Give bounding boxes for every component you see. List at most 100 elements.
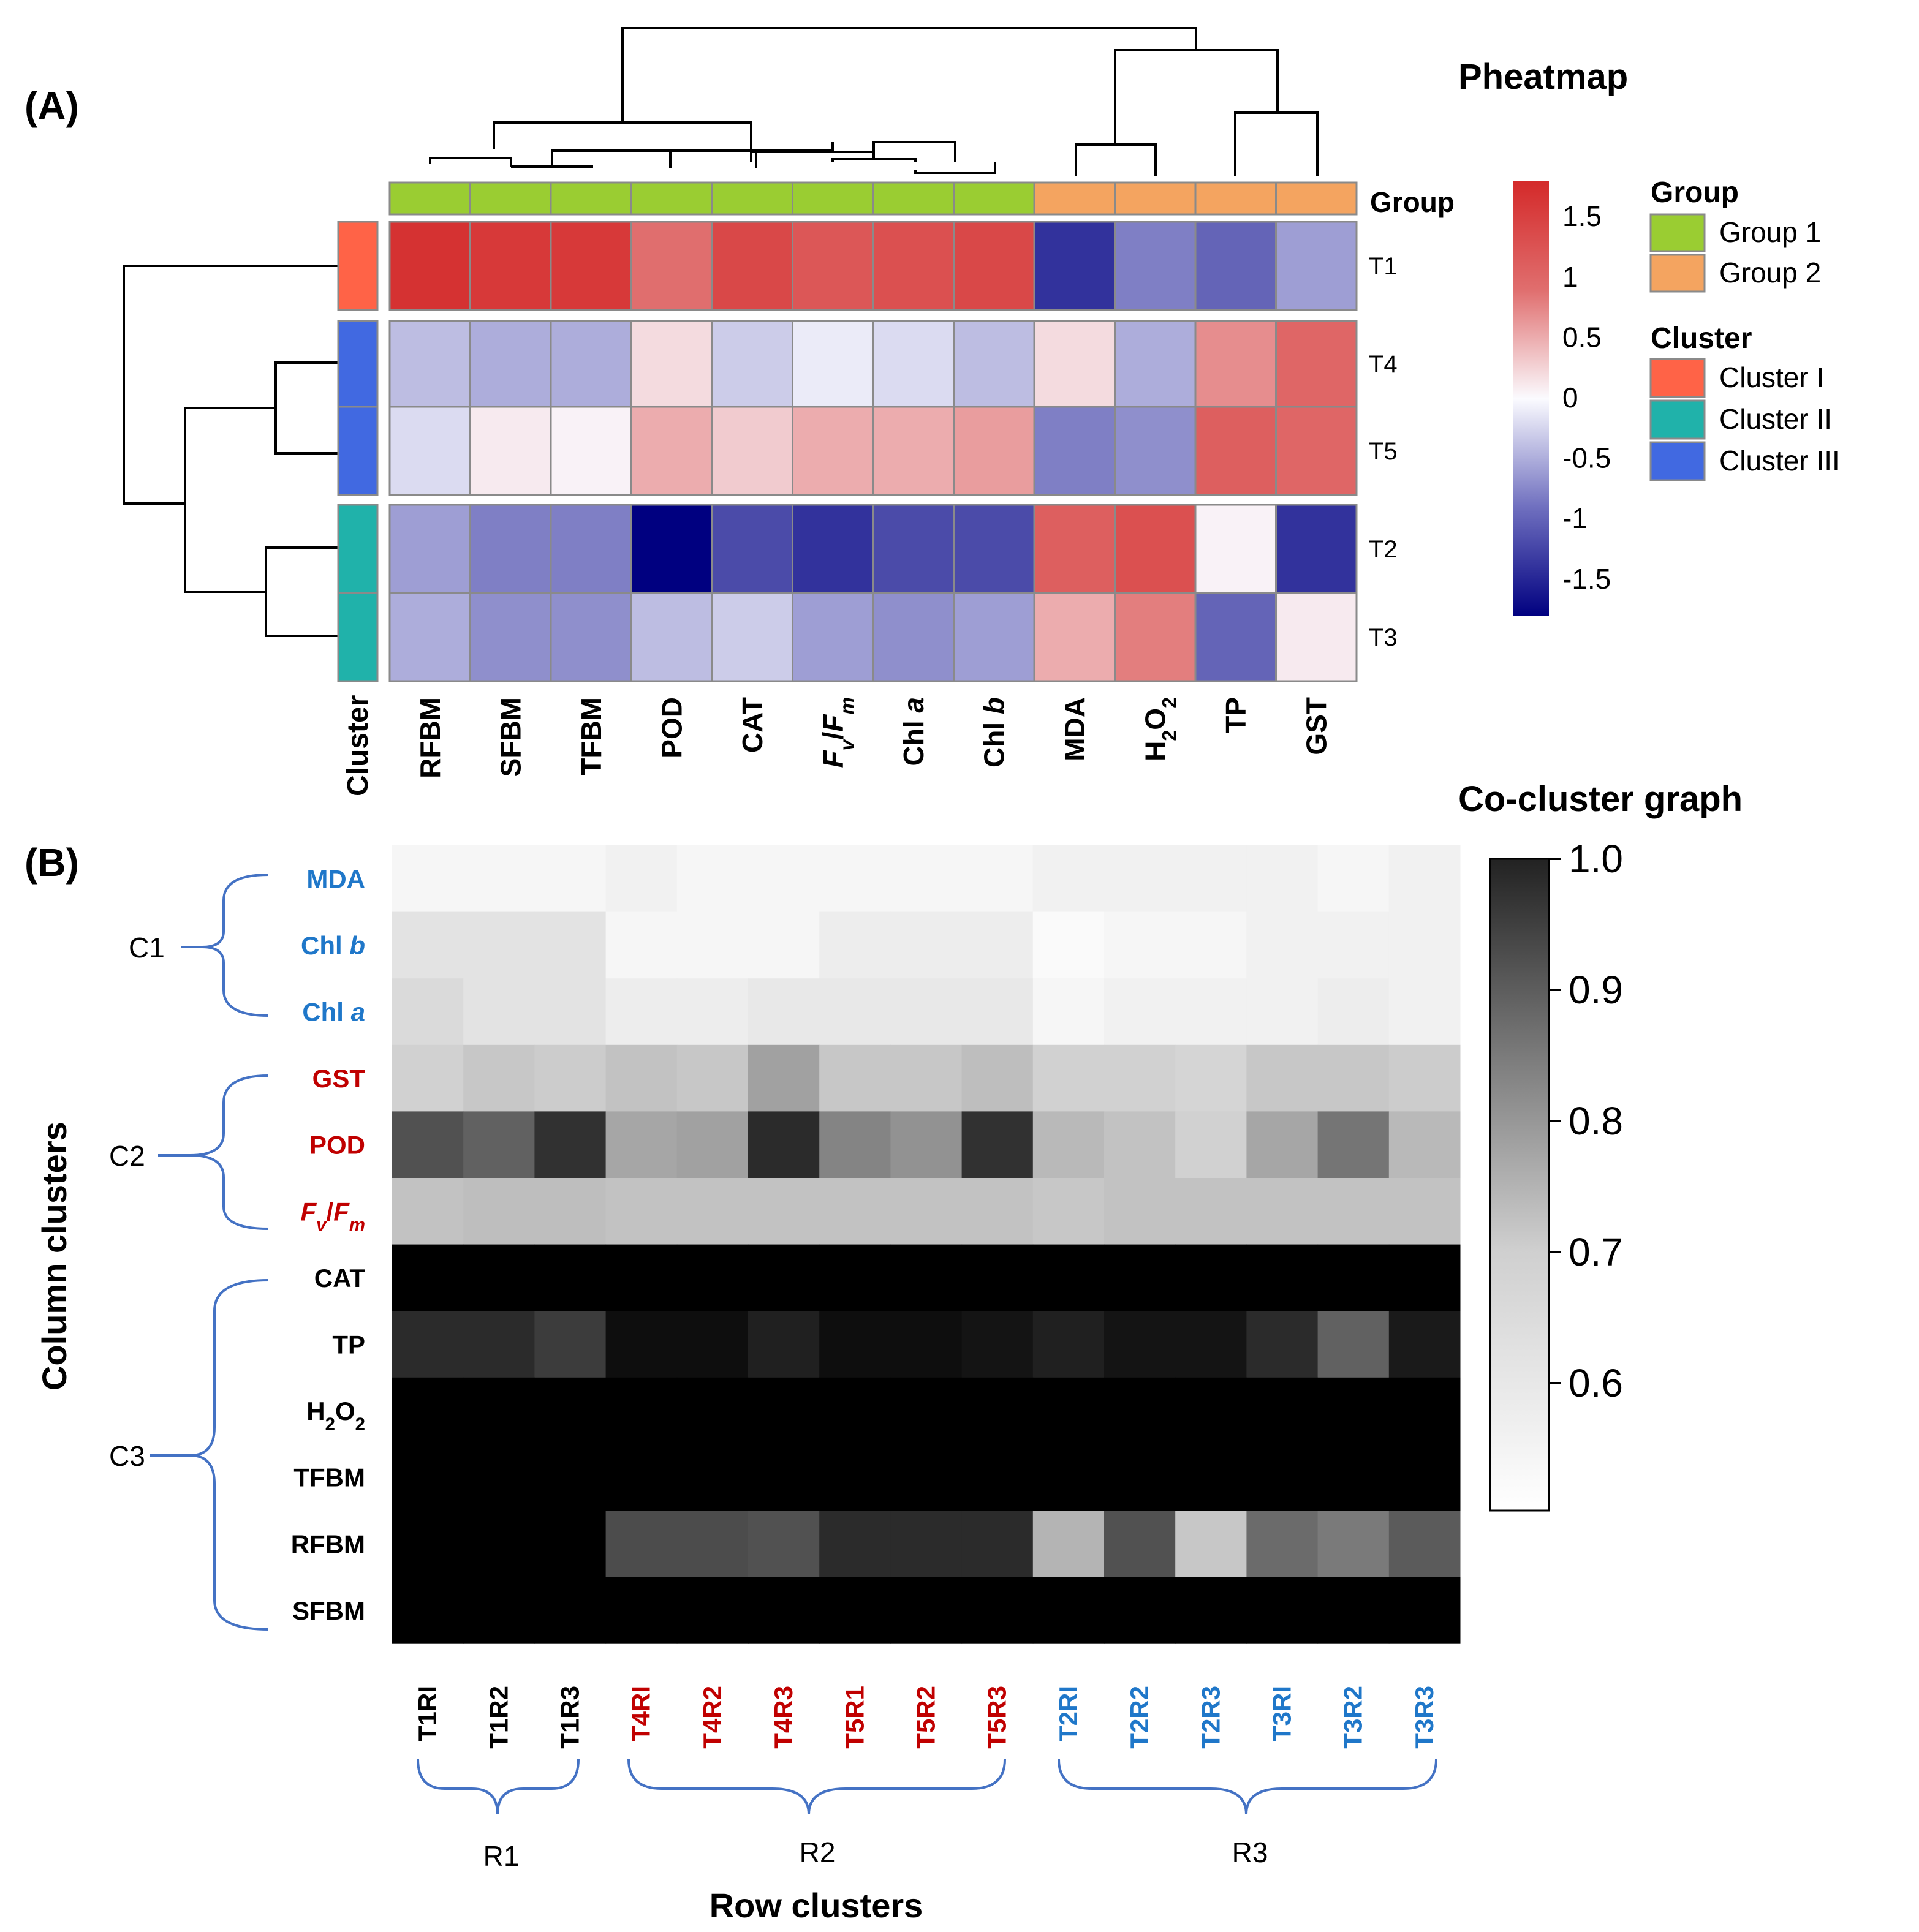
co-cell-sfbm-t2r2	[1104, 1577, 1176, 1644]
co-cell-fv-fm-t5r1	[819, 1178, 891, 1245]
co-row-label-mda: MDA	[306, 864, 365, 893]
colorbar-tick-0: 0	[1562, 382, 1578, 413]
row-clusters-axis-label: Row clusters	[710, 1886, 923, 1925]
co-cell-chl-a-t3ri	[1246, 978, 1319, 1046]
heatmap-cell-t5-sfbm	[469, 406, 552, 496]
co-cell-h2o2-t3r3	[1388, 1377, 1461, 1444]
row-label-t1: T1	[1369, 253, 1398, 280]
group-cell-mda	[1033, 181, 1116, 216]
co-cell-pod-t1ri	[392, 1111, 464, 1179]
legend-swatch-cluster-iii	[1649, 441, 1706, 481]
panel-b-label: (B)	[25, 840, 79, 885]
co-cell-fv-fm-t1ri	[392, 1178, 464, 1245]
co-cell-tfbm-t2ri	[1032, 1444, 1105, 1511]
heatmap-cell-t5-pod	[630, 406, 713, 496]
row-cluster-label-r3: R3	[1232, 1836, 1268, 1868]
co-cell-mda-t1ri	[392, 845, 464, 913]
co-cell-chl-b-t5r3	[961, 911, 1034, 979]
gray-tick-label-0-6: 0.6	[1569, 1361, 1623, 1405]
group-cell-pod	[630, 181, 713, 216]
cluster-cell-t5	[337, 406, 379, 496]
co-cell-chl-a-t4r3	[748, 978, 820, 1046]
co-cell-mda-t3r3	[1388, 845, 1461, 913]
legend-swatch-cluster-ii	[1649, 399, 1706, 440]
colorbar-tick-0-5: 0.5	[1562, 321, 1602, 353]
co-cell-tp-t3r2	[1317, 1311, 1390, 1378]
co-cell-cat-t1ri	[392, 1244, 464, 1311]
co-cell-tfbm-t1ri	[392, 1444, 464, 1511]
co-cell-tfbm-t4ri	[605, 1444, 678, 1511]
co-column-label-t4r3: T4R3	[769, 1686, 798, 1749]
co-cell-cat-t5r2	[890, 1244, 963, 1311]
co-cell-tfbm-t3ri	[1246, 1444, 1319, 1511]
heatmap-cell-t4-tp	[1194, 320, 1277, 408]
co-cell-rfbm-t5r3	[961, 1511, 1034, 1578]
co-cell-cat-t3r3	[1388, 1244, 1461, 1311]
co-row-label-h2o2: H2O2	[306, 1397, 365, 1435]
heatmap-cell-t1-chl-b	[953, 221, 1035, 311]
panel-a-title: Pheatmap	[1458, 57, 1628, 97]
co-cell-chl-b-t1r3	[534, 911, 607, 979]
co-cell-rfbm-t1r2	[463, 1511, 535, 1578]
heatmap-cell-t5-cat	[711, 406, 793, 496]
co-cell-sfbm-t1r3	[534, 1577, 607, 1644]
column-label-cat: CAT	[736, 697, 768, 753]
co-cell-tp-t1ri	[392, 1311, 464, 1378]
co-cell-tfbm-t3r2	[1317, 1444, 1390, 1511]
co-cell-mda-t4r3	[748, 845, 820, 913]
co-cell-tfbm-t5r3	[961, 1444, 1034, 1511]
co-column-label-t3r3: T3R3	[1410, 1686, 1439, 1749]
co-cell-h2o2-t1r3	[534, 1377, 607, 1444]
colorbar-tick-1: -1	[1562, 502, 1588, 534]
co-cell-fv-fm-t5r2	[890, 1178, 963, 1245]
co-column-label-t3r2: T3R2	[1339, 1686, 1368, 1749]
co-cell-mda-t5r1	[819, 845, 891, 913]
heatmap-cell-t3-chl-b	[953, 592, 1035, 682]
co-cell-pod-t2ri	[1032, 1111, 1105, 1179]
co-column-label-t2r2: T2R2	[1125, 1686, 1154, 1749]
co-cell-cat-t5r1	[819, 1244, 891, 1311]
co-cell-cat-t2ri	[1032, 1244, 1105, 1311]
co-cell-pod-t5r2	[890, 1111, 963, 1179]
co-column-label-t1r3: T1R3	[556, 1686, 585, 1749]
row-label-t2: T2	[1369, 536, 1398, 563]
legend-label-group-2: Group 2	[1719, 257, 1821, 289]
panel-a-label: (A)	[25, 84, 79, 128]
heatmap-cell-t1-pod	[630, 221, 713, 311]
grayscale-colorbar-ticks: 1.0 0.9 0.8 0.7 0.6	[1549, 837, 1623, 1405]
co-cell-fv-fm-t3r3	[1388, 1178, 1461, 1245]
co-cell-fv-fm-t4r3	[748, 1178, 820, 1245]
co-cell-sfbm-t3r3	[1388, 1577, 1461, 1644]
co-cell-chl-a-t3r3	[1388, 978, 1461, 1046]
column-cluster-label-c3: C3	[109, 1440, 145, 1472]
heatmap-cell-t5-h2o2	[1114, 406, 1197, 496]
heatmap-cell-t2-tp	[1194, 504, 1277, 594]
co-column-label-t1ri: T1RI	[413, 1686, 442, 1741]
colorbar-tick-1: 1	[1562, 261, 1578, 293]
legend-swatch-cluster-i	[1649, 358, 1706, 398]
heatmap-cell-t3-fv-fm	[792, 592, 874, 682]
heatmap-cell-t2-sfbm	[469, 504, 552, 594]
heatmap-cell-t5-chl-b	[953, 406, 1035, 496]
heatmap-cell-t2-chl-a	[872, 504, 955, 594]
co-cell-h2o2-t4r3	[748, 1377, 820, 1444]
co-column-label-t2ri: T2RI	[1054, 1686, 1083, 1741]
co-cell-mda-t1r3	[534, 845, 607, 913]
co-cell-rfbm-t3ri	[1246, 1511, 1319, 1578]
diverging-colorbar	[1513, 181, 1549, 616]
co-column-label-t5r2: T5R2	[912, 1686, 941, 1749]
co-cell-chl-b-t5r2	[890, 911, 963, 979]
row-cluster-label-r1: R1	[483, 1840, 520, 1872]
co-cell-pod-t4r2	[676, 1111, 749, 1179]
heatmap-cell-t4-sfbm	[469, 320, 552, 408]
legend-group-title: Group	[1651, 176, 1739, 209]
co-cell-gst-t4r3	[748, 1044, 820, 1112]
legend-label-cluster-i: Cluster I	[1719, 361, 1824, 393]
group-annotation-label: Group	[1370, 186, 1455, 218]
heatmap-cell-t3-gst	[1275, 592, 1358, 682]
co-cell-rfbm-t2ri	[1032, 1511, 1105, 1578]
co-cell-pod-t4ri	[605, 1111, 678, 1179]
co-cell-chl-b-t1r2	[463, 911, 535, 979]
co-cell-mda-t1r2	[463, 845, 535, 913]
